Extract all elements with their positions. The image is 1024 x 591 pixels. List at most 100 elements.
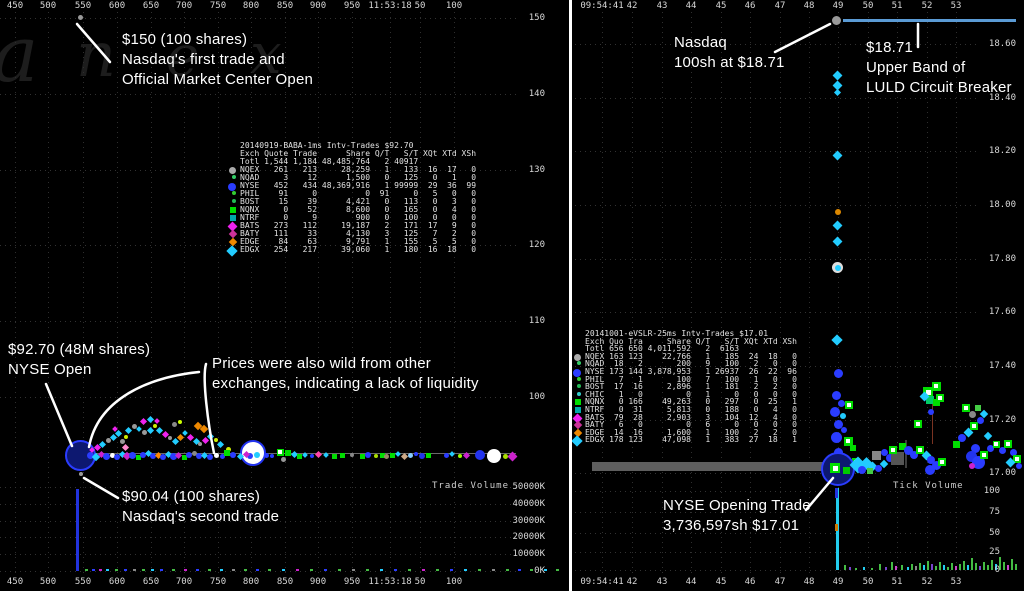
x-axis-tick-label-bottom: 700 bbox=[175, 577, 193, 587]
volume-bar bbox=[901, 565, 903, 570]
exchange-marker-icon bbox=[577, 391, 581, 396]
volume-bar bbox=[975, 563, 977, 570]
annotation-line: NYSE Open bbox=[8, 361, 92, 378]
trade-point-core bbox=[940, 460, 944, 464]
trade-point bbox=[898, 442, 906, 450]
trade-point bbox=[414, 452, 418, 456]
trade-point bbox=[886, 454, 894, 462]
annotation-line: $92.70 (48M shares) bbox=[8, 341, 151, 358]
price-axis-tick-label: 18.20 bbox=[988, 146, 1016, 156]
price-axis-tick-label: 17.00 bbox=[988, 468, 1016, 478]
annotation-text: NYSE Opening Trade 3,736,597sh $17.01 bbox=[663, 496, 811, 536]
volume-bar bbox=[1015, 564, 1017, 570]
x-axis-tick-label-bottom: 44 bbox=[685, 577, 697, 587]
trade-point bbox=[975, 405, 981, 411]
gridline-horizontal bbox=[575, 98, 978, 99]
exchange-marker-icon bbox=[228, 183, 236, 191]
table-row: NYSE 173 144 3,878,953 1 26937 26 22 96 bbox=[573, 368, 797, 377]
trade-point bbox=[155, 426, 163, 434]
price-axis-tick-label: 18.60 bbox=[988, 39, 1016, 49]
trade-point bbox=[443, 452, 449, 458]
trade-point bbox=[983, 431, 993, 441]
trade-point bbox=[196, 453, 202, 459]
trade-point bbox=[1016, 463, 1022, 469]
gridline-vertical bbox=[809, 12, 810, 574]
trade-point bbox=[186, 452, 192, 458]
x-axis-tick-label-top: 50 bbox=[414, 1, 426, 11]
trade-point bbox=[121, 443, 129, 451]
trade-point bbox=[833, 419, 843, 429]
left-chart-baba: 450 450 500 500 550 550 600 600 650 650 700 700 750 7… bbox=[0, 1, 559, 587]
gridline-horizontal bbox=[0, 487, 520, 488]
trade-point bbox=[889, 446, 897, 454]
trade-point bbox=[832, 70, 842, 80]
trade-point bbox=[830, 463, 840, 473]
trade-point-core bbox=[938, 396, 942, 400]
volume-bar bbox=[907, 567, 909, 570]
exchange-marker-icon bbox=[229, 167, 236, 174]
trade-point bbox=[296, 453, 302, 459]
table-row: EDGE 14 16 1,600 1 100 2 2 0 bbox=[573, 428, 797, 437]
trade-point bbox=[339, 452, 345, 458]
trade-point-core bbox=[891, 448, 895, 452]
trade-point bbox=[186, 433, 194, 441]
trade-point-core bbox=[847, 403, 851, 407]
trade-point bbox=[135, 454, 141, 460]
gridline-vertical bbox=[218, 12, 219, 574]
trade-point bbox=[225, 446, 231, 452]
volume-bar bbox=[885, 567, 887, 570]
volume-bar bbox=[863, 567, 865, 570]
volume-speck bbox=[338, 569, 341, 571]
volume-bar bbox=[959, 564, 961, 570]
trade-point bbox=[178, 420, 182, 424]
watermark-letter: e bbox=[166, 24, 200, 89]
trade-point bbox=[314, 450, 322, 458]
trade-point bbox=[831, 390, 841, 400]
volume-speck bbox=[220, 569, 223, 571]
trade-point-core bbox=[972, 424, 976, 428]
trade-point bbox=[830, 431, 842, 443]
volume-speck bbox=[492, 569, 495, 571]
gridline-vertical bbox=[721, 12, 722, 574]
volume-bar bbox=[927, 561, 929, 570]
trade-point bbox=[931, 460, 941, 470]
trade-point bbox=[927, 456, 935, 464]
trade-point bbox=[970, 422, 978, 430]
volume-bar bbox=[951, 563, 953, 570]
trade-point bbox=[831, 15, 841, 25]
pre-open-quote-band bbox=[592, 462, 833, 471]
table-row: NTRF 0 9 900 0 100 0 0 0 bbox=[230, 214, 476, 222]
gridline-horizontal bbox=[0, 94, 520, 95]
gridline-vertical bbox=[318, 12, 319, 574]
table-row: EDGX 254 217 39,060 1 180 16 18 0 bbox=[226, 245, 476, 257]
trade-point-core bbox=[925, 389, 931, 395]
volume-speck bbox=[142, 569, 145, 571]
annotation-line: Prices were also wild from other bbox=[212, 355, 431, 372]
x-axis-tick-label-bottom: 600 bbox=[108, 577, 126, 587]
volume-speck bbox=[366, 569, 369, 571]
chart-segment bbox=[835, 524, 838, 531]
volume-speck bbox=[450, 569, 453, 571]
x-axis-tick-label-bottom: 950 bbox=[343, 577, 361, 587]
trade-point bbox=[374, 454, 378, 458]
trade-point bbox=[1009, 448, 1017, 456]
trade-point bbox=[160, 454, 166, 460]
gridline-vertical bbox=[83, 12, 84, 574]
annotation-line: 3,736,597sh $17.01 bbox=[663, 517, 800, 534]
volume-speck bbox=[196, 569, 199, 571]
exchange-marker-icon bbox=[571, 435, 583, 447]
trade-point bbox=[331, 453, 337, 459]
volume-bar bbox=[879, 564, 881, 570]
gridline-horizontal bbox=[575, 533, 978, 534]
x-axis-tick-label-bottom: 100 bbox=[445, 577, 463, 587]
trade-point bbox=[102, 452, 110, 460]
volume-speck bbox=[282, 569, 285, 571]
volume-bar bbox=[1007, 565, 1009, 570]
gridline-vertical bbox=[662, 12, 663, 574]
x-axis-tick-label-top: 09:54:41 bbox=[580, 1, 624, 11]
table-row: NYSE 452 434 48,369,916 1 99999 29 36 99 bbox=[228, 182, 476, 191]
x-axis-tick-label-top: 48 bbox=[803, 1, 815, 11]
exchange-marker-icon bbox=[226, 245, 238, 257]
trade-point bbox=[1004, 440, 1012, 448]
exchange-marker-icon bbox=[230, 207, 236, 213]
